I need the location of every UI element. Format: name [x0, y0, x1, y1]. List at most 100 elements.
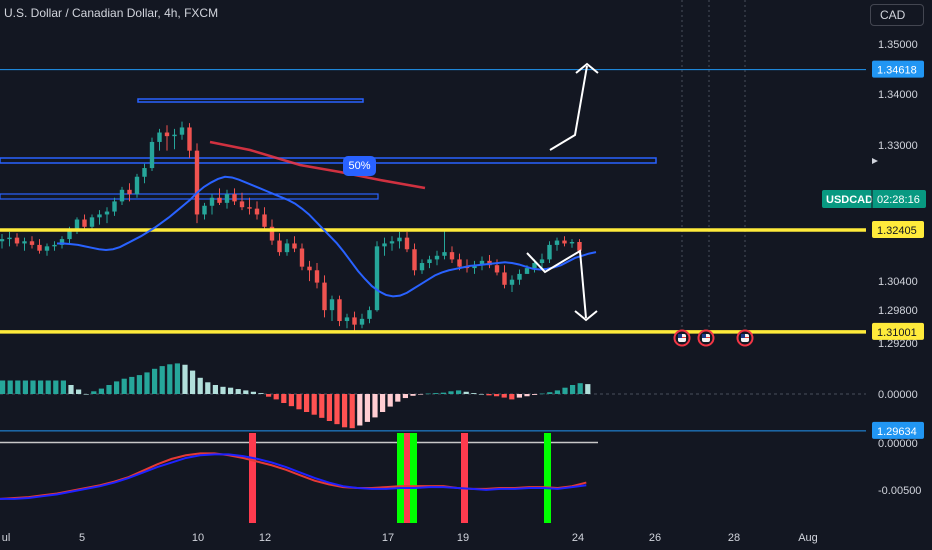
- histogram-bar: [319, 394, 325, 418]
- candle-body: [322, 282, 327, 311]
- candle-body: [299, 248, 305, 267]
- currency-button[interactable]: CAD: [870, 4, 924, 26]
- chart-title: U.S. Dollar / Canadian Dollar, 4h, FXCM: [4, 6, 219, 20]
- candle-body: [352, 317, 357, 325]
- histogram-bar: [486, 394, 492, 396]
- histogram-bar: [205, 382, 211, 394]
- histogram-bar: [0, 380, 6, 394]
- candle-body: [172, 134, 177, 137]
- price-tag-support: 1.31001: [877, 327, 917, 339]
- oscillator-line-blue: [0, 453, 587, 500]
- histogram-bar: [296, 394, 302, 410]
- candle-body: [149, 141, 155, 169]
- fib-label: 50%: [348, 160, 370, 172]
- osc-y-tick-label: -0.00500: [878, 485, 921, 497]
- candle-body: [67, 230, 72, 240]
- us-flag-event-icon: [741, 334, 745, 338]
- candle-body: [59, 239, 65, 245]
- histogram-bar: [273, 394, 279, 400]
- candle-body: [232, 194, 237, 202]
- candle-body: [284, 243, 290, 253]
- signal-bar-red: [461, 433, 468, 523]
- histogram-bar: [228, 387, 234, 394]
- osc-y-tick-label: 0.00000: [878, 438, 918, 450]
- histogram-bar: [448, 391, 454, 394]
- histogram-bar: [60, 380, 66, 394]
- candle-body: [247, 207, 252, 209]
- histogram-bar: [243, 390, 249, 394]
- candle-body: [7, 237, 12, 240]
- histogram-bar: [266, 394, 272, 397]
- candle-body: [389, 241, 395, 244]
- histogram-bar: [532, 394, 538, 395]
- histogram-bar: [425, 393, 431, 395]
- histogram-bar: [190, 370, 196, 394]
- y-tick-label: 1.33000: [878, 140, 918, 152]
- candle-body: [74, 219, 80, 231]
- candle-body: [164, 132, 170, 137]
- y-tick-label: 1.29800: [878, 305, 918, 317]
- histogram-bar: [372, 394, 378, 418]
- histogram-bar: [387, 394, 393, 407]
- histogram-bar: [30, 380, 36, 394]
- countdown-label: 02:28:16: [877, 194, 920, 206]
- x-tick-label: ul: [2, 532, 11, 544]
- histogram-bar: [516, 394, 522, 398]
- histogram-bar: [167, 364, 173, 394]
- y-tick-label: 1.34000: [878, 89, 918, 101]
- histogram-bar: [83, 394, 89, 395]
- candle-body: [142, 168, 147, 177]
- histogram-bar: [76, 389, 82, 394]
- hist-y-tick-label: 0.00000: [878, 389, 918, 401]
- histogram-bar: [182, 364, 188, 394]
- candle-body: [44, 246, 50, 251]
- histogram-bar: [174, 363, 180, 394]
- candle-body: [262, 214, 267, 227]
- down-projection-path: [526, 249, 587, 319]
- candle-body: [577, 242, 582, 251]
- trend-line: [209, 140, 426, 190]
- fib-label-bg: [343, 156, 376, 176]
- histogram-bar: [304, 394, 310, 412]
- histogram-bar: [152, 368, 158, 394]
- histogram-bar: [129, 376, 135, 394]
- range-box: [0, 157, 657, 164]
- histogram-bar: [45, 380, 51, 394]
- candle-body: [224, 194, 230, 203]
- candle-body: [442, 252, 447, 256]
- candle-body: [119, 189, 125, 202]
- candle-body: [134, 176, 140, 195]
- candle-body: [419, 263, 425, 271]
- histogram-bar: [342, 394, 348, 428]
- candle-body: [239, 201, 245, 208]
- histogram-bar: [7, 380, 13, 394]
- candle-body: [37, 244, 42, 251]
- candle-body: [509, 279, 515, 285]
- histogram-bar: [326, 394, 332, 421]
- candle-body: [157, 132, 162, 142]
- candle-body: [472, 265, 477, 269]
- candle-body: [127, 189, 132, 195]
- signal-bar-green: [544, 433, 551, 523]
- us-flag-event-icon: [702, 334, 706, 338]
- x-tick-label: 17: [382, 532, 394, 544]
- candle-body: [554, 240, 560, 245]
- candle-body: [202, 205, 207, 215]
- histogram-bar: [418, 394, 424, 395]
- oscillator-line-red: [0, 452, 587, 500]
- candle-body: [97, 214, 102, 218]
- candle-body: [404, 237, 410, 250]
- candle-body: [89, 217, 95, 227]
- price-tag-resistance-bg: [872, 221, 924, 239]
- y-tick-label: 1.35000: [878, 39, 918, 51]
- top-box: [137, 98, 364, 103]
- signal-bar-green: [397, 433, 404, 523]
- histogram-bar: [509, 394, 515, 400]
- candle-body: [517, 273, 522, 280]
- histogram-bar: [38, 380, 44, 394]
- histogram-bar: [334, 394, 340, 425]
- signal-bar-red: [249, 433, 256, 523]
- histogram-bar: [357, 394, 363, 426]
- candle-body: [449, 252, 455, 260]
